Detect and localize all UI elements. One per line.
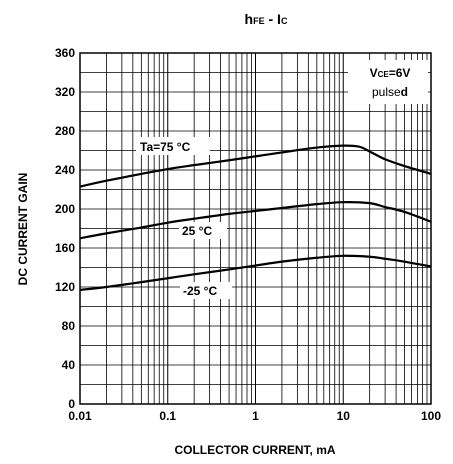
y-tick-label: 80 (62, 319, 76, 333)
label-bg-m25 (180, 282, 232, 299)
plot-frame (79, 52, 432, 405)
x-tick-label: 1 (252, 409, 259, 423)
x-tick-label: 10 (337, 409, 351, 423)
x-tick-label: 100 (421, 409, 441, 423)
x-axis-label: COLLECTOR CURRENT, mA (174, 443, 335, 457)
vce-condition: VCE=6V (370, 66, 411, 80)
y-tick-label: 40 (62, 358, 76, 372)
y-tick-label: 200 (55, 202, 75, 216)
label-ta-75: Ta=75 °C (140, 140, 191, 154)
conditions-box (348, 60, 428, 104)
y-tick-label: 0 (68, 397, 75, 411)
y-axis-label: DC CURRENT GAIN (16, 173, 30, 286)
label-ta-25: 25 °C (182, 224, 212, 238)
label-ta-m25: -25 °C (183, 284, 217, 298)
series-line-0 (79, 144, 432, 188)
pulsed-condition: pulsed (372, 85, 408, 99)
label-bg-75 (136, 137, 210, 155)
x-tick-label: 0.01 (68, 409, 92, 423)
curves (79, 144, 432, 292)
y-tick-label: 360 (55, 46, 75, 60)
y-tick-label: 240 (55, 163, 75, 177)
series-line-1 (79, 201, 432, 240)
y-tick-label: 280 (55, 124, 75, 138)
label-bg-25 (179, 222, 227, 239)
x-tick-label: 0.1 (159, 409, 176, 423)
series-line-2 (79, 254, 432, 292)
tick-labels: 0.01 0.1 1 10 100 0 40 80 120 160 200 240 280 320 360 (55, 46, 441, 423)
y-tick-label: 320 (55, 85, 75, 99)
chart-title: hFE - IC (245, 11, 288, 27)
y-tick-label: 120 (55, 280, 75, 294)
y-tick-label: 160 (55, 241, 75, 255)
